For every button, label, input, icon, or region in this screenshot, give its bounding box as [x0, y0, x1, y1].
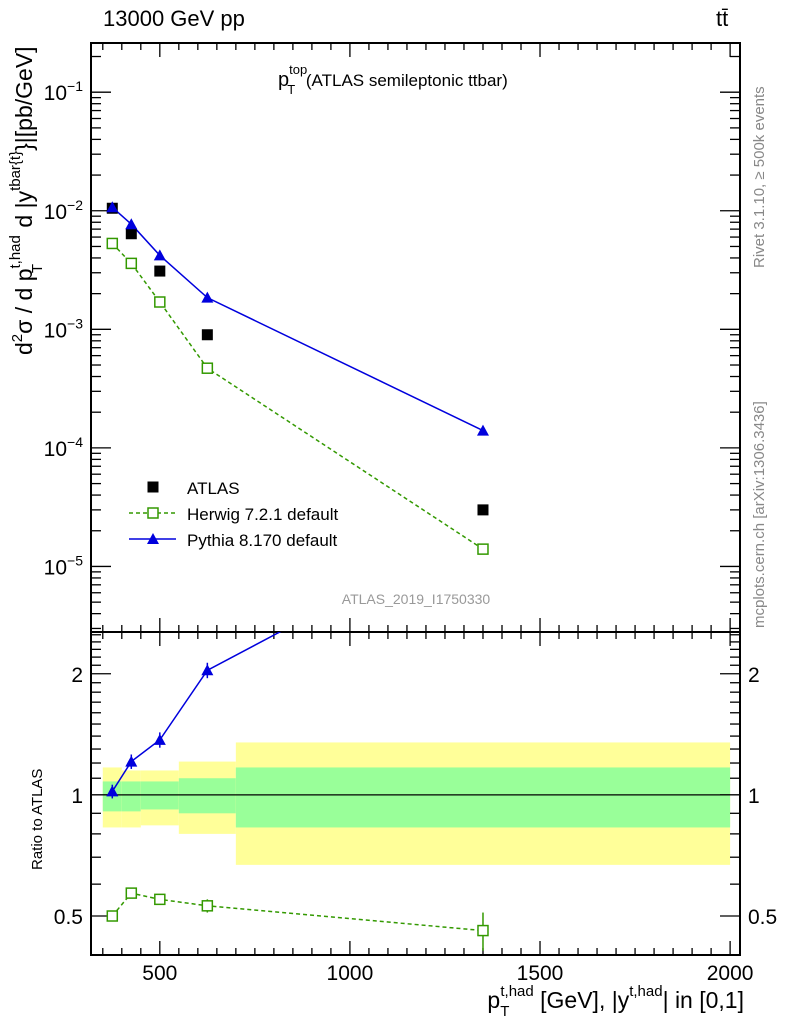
ratio-point: [201, 664, 214, 676]
ratio-point: [125, 887, 138, 899]
ratio-point: [201, 900, 214, 912]
legend-marker: [147, 481, 159, 493]
legend-label: Pythia 8.170 default: [187, 531, 338, 550]
mcplots-source-text: mcplots.cern.ch [arXiv:1306.3436]: [751, 401, 768, 628]
ratio-point: [125, 755, 138, 767]
data-point: [201, 329, 213, 341]
y-tick-label: 10−5: [44, 552, 84, 579]
ratio-point: [106, 910, 119, 922]
series-line-herwig: [111, 242, 484, 550]
legend-marker: [147, 507, 159, 519]
ratio-y-tick-label-right: 0.5: [748, 906, 777, 929]
ratio-point: [153, 733, 166, 745]
data-point: [125, 228, 137, 240]
ratio-point: [154, 893, 166, 906]
header-left: 13000 GeV pp: [103, 6, 245, 31]
ratio-y-axis-label: Ratio to ATLAS: [29, 769, 46, 870]
plot-title: ptop T (ATLAS semileptonic ttbar): [278, 62, 508, 97]
ratio-frame: [90, 631, 741, 956]
x-axis-label: pTt,had [GeV], |yt,had| in [0,1]: [487, 983, 744, 1020]
data-point: [106, 237, 119, 250]
ratio-series-pythia: [106, 518, 489, 799]
legend-label: Herwig 7.2.1 default: [187, 505, 338, 524]
ratio-series-herwig: [106, 887, 489, 951]
legend-label: ATLAS: [187, 479, 240, 498]
ratio-point: [106, 785, 119, 797]
data-point: [106, 201, 119, 213]
ratio-point: [477, 518, 489, 529]
ratio-y-tick-label-left: 2: [71, 664, 83, 687]
series-herwig: [106, 237, 489, 555]
y-tick-label: 10−2: [44, 197, 84, 224]
header-right: tt̄: [716, 6, 729, 31]
x-tick-label: 1000: [327, 962, 374, 985]
ratio-y-tick-label-left: 1: [71, 785, 83, 808]
data-point: [477, 543, 489, 555]
series-atlas: [106, 202, 489, 516]
data-point: [125, 218, 138, 230]
x-tick-label: 2000: [707, 962, 754, 985]
y-tick-label: 10−4: [44, 434, 84, 461]
ratio-y-tick-label-right: 1: [748, 785, 760, 808]
legend-marker: [147, 533, 159, 544]
stat-uncertainty-band: [178, 778, 236, 814]
data-point: [154, 265, 166, 277]
ratio-line: [111, 892, 484, 932]
data-point: [153, 249, 166, 261]
data-point: [201, 291, 214, 303]
series-line-pythia: [111, 206, 484, 432]
y-tick-label: 10−3: [44, 315, 84, 342]
legend: ATLAS Herwig 7.2.1 default Pythia 8.170 de…: [129, 479, 338, 550]
y-tick-label: 10−1: [44, 78, 84, 105]
stat-uncertainty-band: [121, 781, 141, 812]
stat-uncertainty-band: [235, 767, 731, 828]
data-point: [476, 424, 489, 436]
ratio-bands: [102, 742, 731, 865]
ratio-y-tick-label-right: 2: [748, 664, 760, 687]
x-tick-label: 1500: [517, 962, 564, 985]
rivet-version-text: Rivet 3.1.10, ≥ 500k events: [751, 86, 768, 268]
data-point: [477, 504, 489, 516]
data-point: [125, 257, 138, 270]
data-point: [201, 362, 214, 374]
data-point: [154, 296, 166, 308]
x-tick-label: 500: [142, 962, 177, 985]
ratio-y-tick-label-left: 0.5: [54, 906, 83, 929]
ratio-point: [477, 924, 489, 937]
series-pythia: [106, 201, 489, 436]
y-axis-label: d2σ / d pt,hadT d |ytbar{t}}|[pb/GeV]: [7, 46, 46, 355]
analysis-id-watermark: ATLAS_2019_I1750330: [342, 591, 491, 607]
